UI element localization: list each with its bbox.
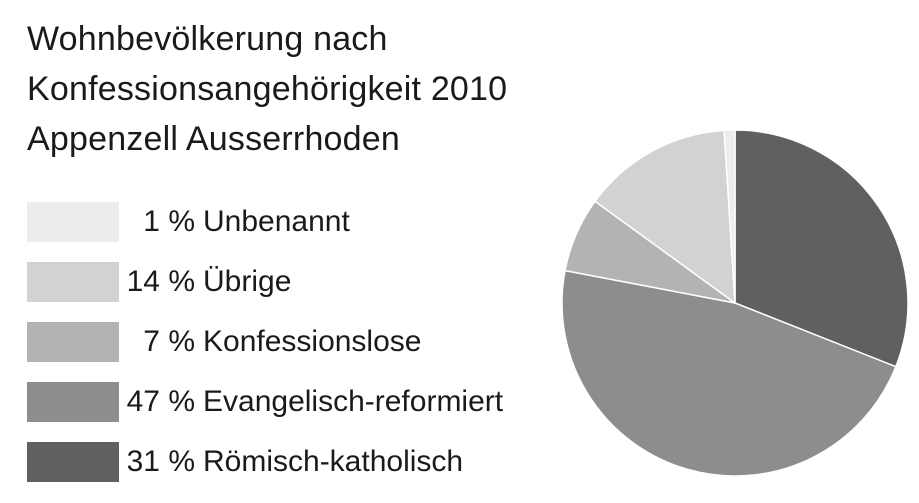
- pie-slice-roemisch-katholisch: [734, 129, 909, 368]
- legend-item-evangelisch-reformiert: 47 % Evangelisch-reformiert: [27, 382, 503, 422]
- legend-label: Römisch-katholisch: [203, 445, 464, 478]
- chart-title-line-2: Konfessionsangehörigkeit 2010: [27, 70, 508, 108]
- legend-value: 7 %: [143, 325, 195, 358]
- legend-label: Konfessionslose: [203, 325, 422, 358]
- pie-slice-uebrige: [593, 129, 736, 305]
- legend-value: 1 %: [143, 205, 195, 238]
- legend-swatch: [27, 442, 119, 482]
- legend-value: 31 %: [126, 445, 195, 478]
- pie-slice-unbenannt: [723, 129, 736, 304]
- legend-label: Evangelisch-reformiert: [203, 385, 504, 418]
- legend-label: Unbenannt: [203, 205, 350, 238]
- legend-swatch: [27, 262, 119, 302]
- chart-title-line-1: Wohnbevölkerung nach: [27, 20, 388, 58]
- legend-swatch: [27, 382, 119, 422]
- pie-slice-evangelisch-reformiert: [561, 269, 897, 477]
- legend-item-unbenannt: 1 % Unbenannt: [27, 202, 503, 242]
- legend-label: Übrige: [203, 265, 292, 298]
- chart-legend: 1 % Unbenannt 14 % Übrige 7 % Konfession…: [27, 202, 503, 502]
- legend-item-roemisch-katholisch: 31 % Römisch-katholisch: [27, 442, 503, 482]
- legend-item-uebrige: 14 % Übrige: [27, 262, 503, 302]
- legend-value: 14 %: [126, 265, 195, 298]
- legend-swatch: [27, 202, 119, 242]
- chart-title: Wohnbevölkerung nach Konfessionsangehöri…: [27, 14, 507, 164]
- chart-title-line-3: Appenzell Ausserrhoden: [27, 120, 400, 158]
- legend-value: 47 %: [126, 385, 195, 418]
- legend-swatch: [27, 322, 119, 362]
- legend-item-konfessionslose: 7 % Konfessionslose: [27, 322, 503, 362]
